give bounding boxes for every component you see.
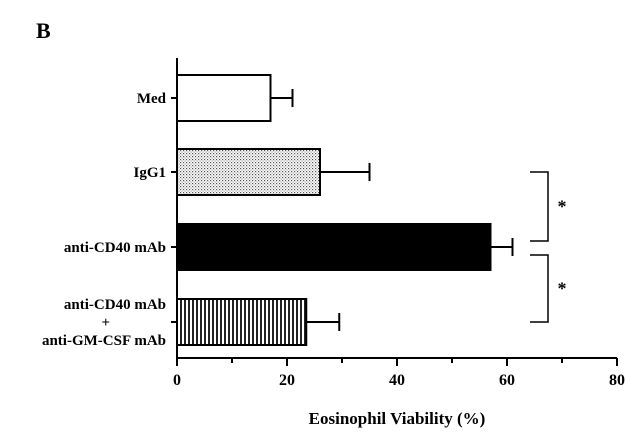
panel-label: B: [36, 18, 51, 43]
plot-area: Med IgG1 anti-CD40 mAb anti-CD40 mAb + anti-G…: [42, 58, 625, 389]
bar-2: [176, 223, 492, 271]
x-tick-label-0: 0: [173, 372, 181, 389]
x-tick-label-3: 60: [499, 372, 515, 389]
category-label-2: anti-CD40 mAb: [64, 240, 166, 256]
x-tick-label-1: 20: [279, 372, 295, 389]
bar-3: [176, 298, 308, 346]
x-tick-label-2: 40: [389, 372, 405, 389]
category-label-3-line-0: anti-CD40 mAb: [64, 297, 166, 313]
significance-star-0: *: [558, 197, 567, 217]
category-label-3-line-1: +: [101, 315, 110, 331]
significance-bracket-1: [530, 254, 549, 323]
significance-bracket-0: [530, 171, 549, 242]
x-axis-label: Eosinophil Viability (%): [309, 409, 486, 428]
category-label-0: Med: [137, 91, 167, 107]
bar-1: [176, 148, 321, 196]
category-label-3-line-2: anti-GM-CSF mAb: [42, 333, 166, 349]
significance-star-1: *: [558, 279, 567, 299]
x-tick-label-4: 80: [609, 372, 625, 389]
bar-0: [176, 74, 272, 122]
category-label-1: IgG1: [133, 165, 166, 181]
